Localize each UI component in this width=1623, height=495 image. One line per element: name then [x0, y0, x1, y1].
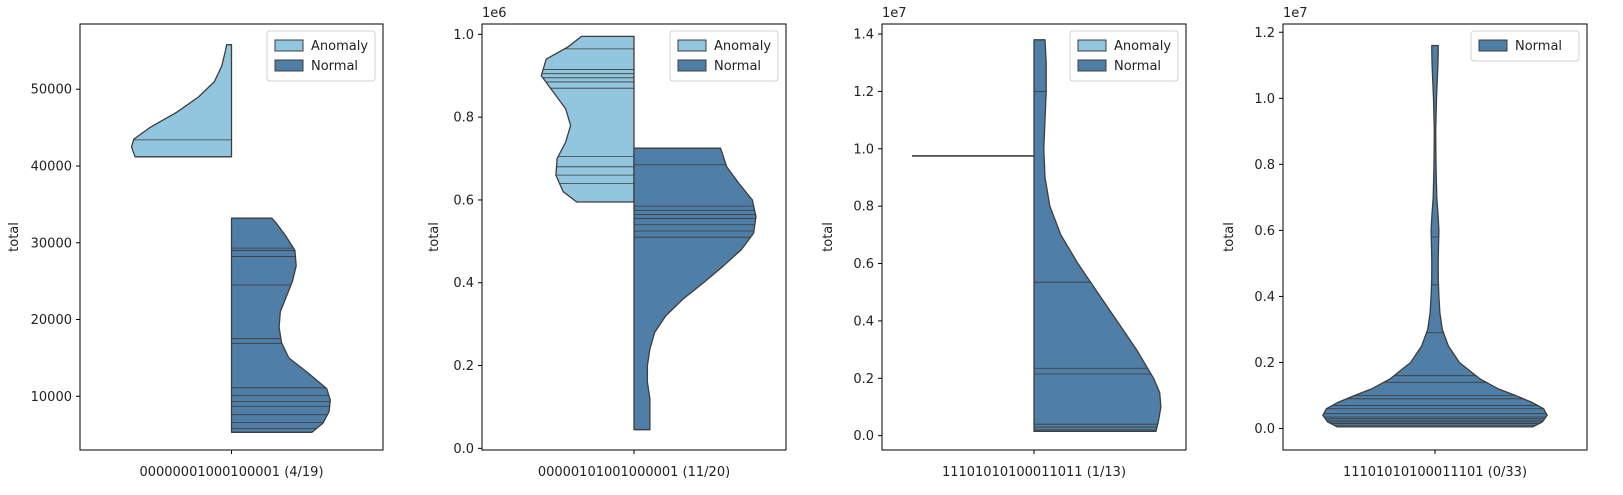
- violin-body-anomaly: [540, 35, 635, 203]
- y-tick-label: 40000: [31, 160, 72, 175]
- x-tick-label: 00000101001000001 (11/20): [538, 465, 730, 480]
- legend-swatch-anomaly: [1077, 39, 1107, 52]
- violin-anomaly: [130, 44, 233, 158]
- y-tick-label: 0.0: [1254, 422, 1275, 437]
- legend-swatch-normal: [1077, 59, 1107, 72]
- y-axis-label: total: [7, 222, 22, 252]
- y-tick-label: 50000: [31, 83, 72, 98]
- y-tick-label: 0.0: [853, 429, 874, 444]
- y-axis-label: total: [1222, 222, 1237, 252]
- axis-offset-label: 1e6: [482, 6, 507, 21]
- violin-normal: [1033, 39, 1162, 433]
- y-tick-label: 0.2: [853, 372, 874, 387]
- legend-label: Normal: [311, 59, 358, 74]
- violin-normal: [633, 147, 757, 431]
- legend-swatch-anomaly: [677, 39, 707, 52]
- legend-label: Anomaly: [311, 39, 368, 54]
- violin-anomaly: [540, 35, 635, 203]
- y-tick-label: 0.6: [1254, 224, 1275, 239]
- violin-body-normal: [633, 147, 757, 431]
- violin-normal: [230, 217, 331, 433]
- x-tick-label: 00000001000100001 (4/19): [139, 465, 323, 480]
- y-tick-label: 0.6: [853, 257, 874, 272]
- legend-label: Normal: [714, 59, 761, 74]
- legend: Anomaly Normal: [669, 30, 779, 82]
- y-tick-label: 0.8: [853, 200, 874, 215]
- legend-label: Anomaly: [1114, 39, 1171, 54]
- legend-swatch-normal: [274, 59, 304, 72]
- y-axis-label: total: [427, 222, 442, 252]
- legend-swatch-normal: [677, 59, 707, 72]
- y-tick-label: 10000: [31, 390, 72, 405]
- y-tick-label: 1.2: [853, 85, 874, 100]
- x-tick-label: 11101010100011101 (0/33): [1343, 465, 1527, 480]
- axis-offset-label: 1e7: [882, 6, 907, 21]
- legend-label: Anomaly: [714, 39, 771, 54]
- y-tick-label: 1.0: [453, 28, 474, 43]
- violin-body-anomaly: [130, 44, 233, 158]
- violin-body-normal: [230, 217, 331, 433]
- legend-label: Normal: [1114, 59, 1161, 74]
- violin-body-normal: [1033, 39, 1162, 433]
- panel-3: 0.0 0.2 0.4 0.6 0.8 1.0 1.2 1.4 1110101010001101…: [821, 6, 1187, 480]
- legend-label: Normal: [1515, 39, 1562, 54]
- axis-offset-label: 1e7: [1283, 6, 1308, 21]
- y-tick-label: 0.2: [1254, 356, 1275, 371]
- legend: Anomaly Normal: [1069, 30, 1179, 82]
- legend-box: [1470, 30, 1580, 62]
- y-tick-label: 20000: [31, 313, 72, 328]
- legend: Normal: [1470, 30, 1580, 62]
- panel-4: 0.0 0.2 0.4 0.6 0.8 1.0 1.2 11101010100011101 (…: [1222, 6, 1588, 480]
- panel-1: 10000 20000 30000 40000 50000 000000010001000…: [7, 23, 384, 480]
- violin-body-normal: [1322, 44, 1548, 428]
- y-tick-label: 0.8: [453, 111, 474, 126]
- y-tick-label: 0.4: [453, 276, 474, 291]
- x-tick-label: 11101010100011011 (1/13): [942, 465, 1126, 480]
- y-tick-label: 1.0: [853, 142, 874, 157]
- y-axis-label: total: [821, 222, 836, 252]
- y-tick-label: 1.0: [1254, 92, 1275, 107]
- y-tick-label: 30000: [31, 236, 72, 251]
- violin-normal: [1322, 44, 1548, 428]
- legend: Anomaly Normal: [266, 30, 376, 82]
- y-tick-label: 1.2: [1254, 26, 1275, 41]
- y-tick-label: 0.8: [1254, 158, 1275, 173]
- y-tick-label: 0.4: [853, 314, 874, 329]
- y-tick-label: 0.0: [453, 442, 474, 457]
- legend-swatch-normal: [1478, 39, 1508, 52]
- y-tick-label: 0.6: [453, 193, 474, 208]
- panel-2: 0.0 0.2 0.4 0.6 0.8 1.0 00000101001000001 (11/…: [427, 6, 787, 480]
- legend-swatch-anomaly: [274, 39, 304, 52]
- y-tick-label: 0.4: [1254, 290, 1275, 305]
- y-tick-label: 1.4: [853, 28, 874, 43]
- y-tick-label: 0.2: [453, 359, 474, 374]
